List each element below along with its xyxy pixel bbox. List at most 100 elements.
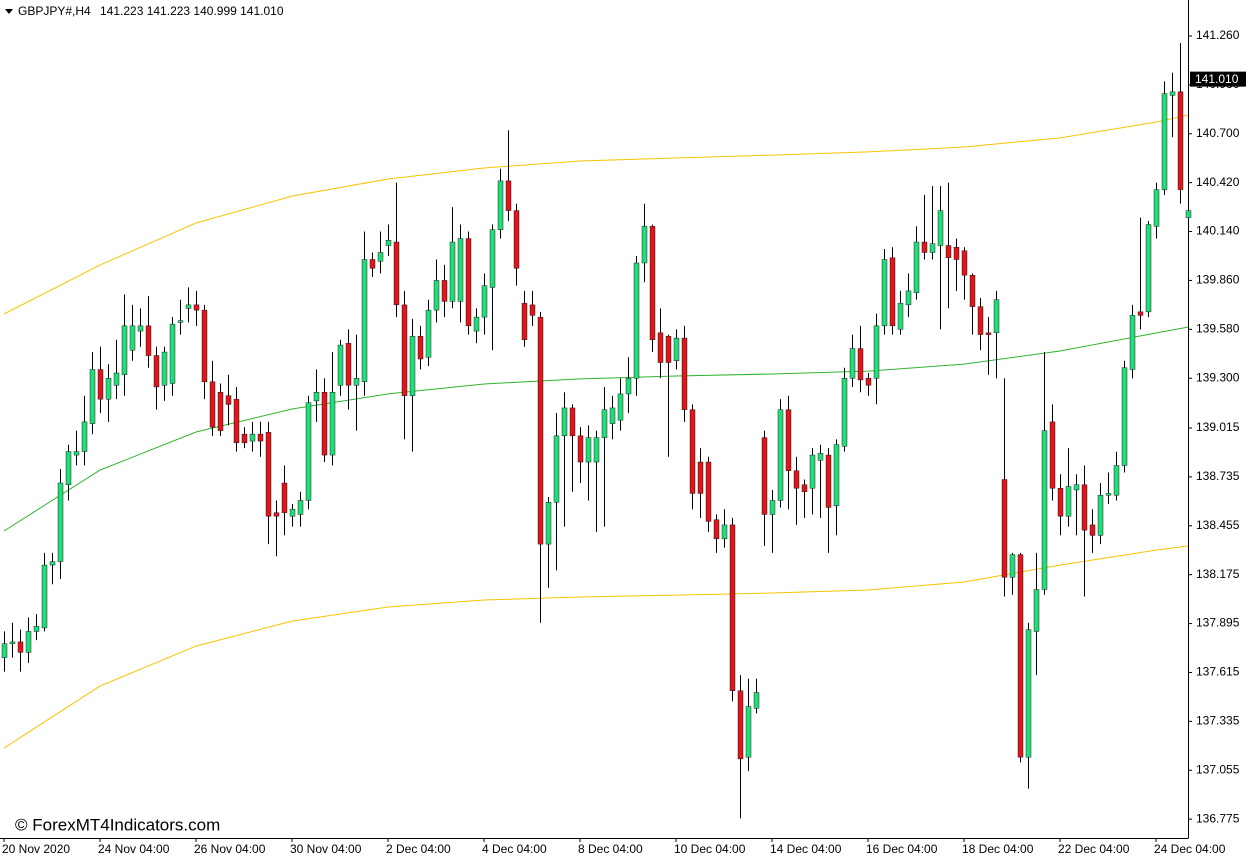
candle-body (673, 337, 680, 361)
candle-body (1025, 629, 1032, 758)
current-price-box (1190, 71, 1246, 87)
candle-body (977, 306, 984, 335)
candle-body (897, 302, 904, 330)
candle-body (273, 512, 280, 517)
candle-body (89, 369, 96, 424)
candle-body (337, 344, 344, 386)
candle-body (185, 304, 192, 309)
candle-body (881, 259, 888, 327)
x-tick-label: 18 Dec 04:00 (962, 842, 1034, 856)
candle-body (721, 524, 728, 540)
candle-body (913, 241, 920, 293)
candle-body (505, 180, 512, 211)
candle-body (1185, 210, 1192, 218)
candle-body (905, 290, 912, 306)
candle-body (457, 238, 464, 302)
candle-body (137, 325, 144, 332)
candle-body (1065, 486, 1072, 517)
y-tick-label: 139.015 (1196, 420, 1240, 434)
candle-body (961, 250, 968, 276)
candle-body (233, 398, 240, 444)
candle-body (593, 437, 600, 463)
candle-body (945, 245, 952, 258)
candle-body (329, 391, 336, 456)
candle-body (1169, 91, 1176, 96)
candle-body (25, 631, 32, 653)
candle-body (529, 304, 536, 316)
candle-body (745, 706, 752, 758)
x-tick-label: 4 Dec 04:00 (482, 842, 547, 856)
candle-body (145, 325, 152, 356)
y-tick-label: 141.260 (1196, 28, 1240, 42)
watermark: © ForexMT4Indicators.com (15, 815, 220, 834)
candle-body (321, 391, 328, 456)
y-tick-label: 137.335 (1196, 714, 1240, 728)
x-tick-label: 26 Nov 04:00 (194, 842, 266, 856)
candle-body (649, 226, 656, 341)
candle-body (409, 336, 416, 396)
candle-body (177, 320, 184, 323)
candle-body (161, 351, 168, 386)
candle-body (1129, 315, 1136, 370)
candle-body (969, 275, 976, 307)
candle-body (1041, 430, 1048, 590)
candle-body (1113, 465, 1120, 496)
candle-body (713, 519, 720, 540)
candle-body (833, 444, 840, 506)
y-tick-label: 140.140 (1196, 224, 1240, 238)
candle-body (73, 451, 80, 456)
menu-triangle[interactable] (5, 9, 13, 14)
candle-body (729, 524, 736, 691)
candle-body (609, 407, 616, 424)
candle-body (105, 378, 112, 400)
candle-body (401, 304, 408, 396)
candle-body (385, 240, 392, 246)
candle-body (417, 336, 424, 360)
candle-body (1097, 495, 1104, 536)
candle-body (617, 393, 624, 421)
candle-body (889, 257, 896, 327)
candle-body (825, 454, 832, 508)
candle-body (681, 337, 688, 410)
candle-body (1137, 311, 1144, 316)
candle-body (1009, 554, 1016, 578)
candle-body (81, 421, 88, 452)
plot-area (1, 42, 1192, 819)
candle-body (1177, 91, 1184, 190)
candle-body (473, 316, 480, 332)
candle-body (521, 302, 528, 341)
candle-body (345, 343, 352, 386)
candle-body (393, 241, 400, 306)
candle-body (857, 348, 864, 381)
candle-body (937, 210, 944, 246)
candle-body (953, 247, 960, 260)
y-tick-label: 140.420 (1196, 175, 1240, 189)
candle-body (513, 210, 520, 269)
candle-body (993, 299, 1000, 334)
candle-body (1017, 554, 1024, 758)
y-tick-label: 137.615 (1196, 665, 1240, 679)
x-tick-label: 2 Dec 04:00 (386, 842, 451, 856)
candle-body (1161, 93, 1168, 190)
x-tick-label: 24 Nov 04:00 (98, 842, 170, 856)
candle-body (561, 407, 568, 437)
candle-body (761, 437, 768, 515)
band-line (3, 114, 1189, 315)
candle-body (169, 323, 176, 384)
candle-body (753, 692, 760, 709)
candle-body (249, 433, 256, 442)
candle-body (689, 409, 696, 494)
candle-body (537, 316, 544, 545)
candle-body (777, 409, 784, 501)
candle-body (929, 243, 936, 253)
candle-body (577, 435, 584, 463)
candle-body (217, 391, 224, 431)
candle-body (841, 378, 848, 447)
candle-body (865, 378, 872, 386)
candle-body (497, 180, 504, 230)
y-tick-label: 136.775 (1196, 811, 1240, 825)
candle-body (625, 378, 632, 395)
candle-body (849, 348, 856, 379)
